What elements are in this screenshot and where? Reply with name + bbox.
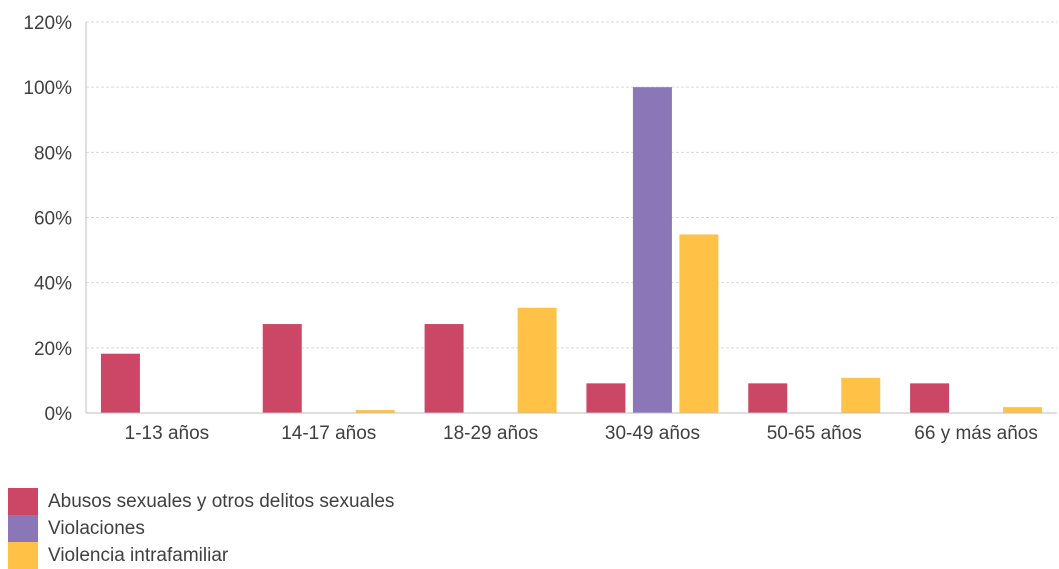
bar-chart: 0% 20% 40% 60% 80% 100% 120% 1-13 años 14-17 año… [23,13,1057,444]
legend-label-violaciones: Violaciones [48,517,145,539]
legend-swatch-violencia [8,542,38,569]
x-tick-label: 18-29 años [443,423,538,444]
bar-abusos [910,383,950,413]
bar-abusos [262,324,302,413]
legend-item-violaciones: Violaciones [8,515,394,542]
y-tick-label: 20% [34,339,72,360]
bar-violencia [517,307,557,413]
legend-item-abusos: Abusos sexuales y otros delitos sexuales [8,488,394,515]
bar-violencia [679,234,719,413]
y-tick-label: 80% [34,143,72,164]
legend-label-violencia: Violencia intrafamiliar [48,544,229,566]
bar-violencia [841,377,881,413]
y-tick-label: 0% [45,404,73,425]
y-tick-label: 60% [34,209,72,230]
bar-violencia [355,410,395,413]
legend-label-abusos: Abusos sexuales y otros delitos sexuales [48,490,395,512]
x-tick-label: 50-65 años [767,423,862,444]
x-tick-label: 14-17 años [281,423,376,444]
y-tick-label: 120% [23,13,72,34]
bar-abusos [100,353,140,413]
x-tick-label: 30-49 años [605,423,700,444]
legend-swatch-abusos [8,488,38,515]
bar-violaciones [632,87,672,414]
x-tick-label: 66 y más años [914,423,1038,444]
y-tick-label: 40% [34,274,72,295]
axes: 0% 20% 40% 60% 80% 100% 120% 1-13 años 14-17 año… [23,13,1057,444]
x-tick-label: 1-13 años [125,423,210,444]
legend-item-violencia: Violencia intrafamiliar [8,542,394,569]
y-tick-label: 100% [23,78,72,99]
bar-abusos [424,324,464,413]
gridlines [86,21,1057,349]
legend-swatch-violaciones [8,515,38,542]
legend: Abusos sexuales y otros delitos sexuales… [8,488,394,569]
bar-abusos [748,383,788,413]
bars [100,87,1043,414]
bar-abusos [586,383,626,413]
bar-violencia [1003,407,1043,413]
